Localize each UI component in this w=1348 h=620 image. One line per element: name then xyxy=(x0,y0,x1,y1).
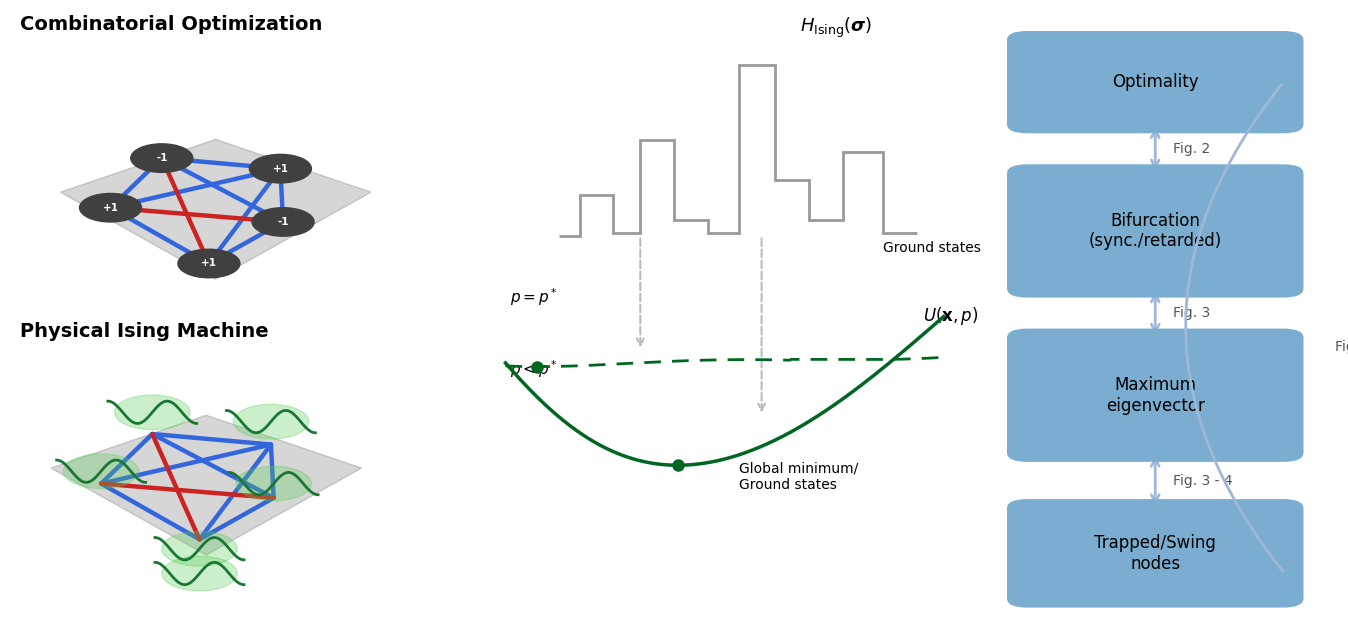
Circle shape xyxy=(162,556,237,591)
Text: -1: -1 xyxy=(156,153,167,163)
Text: $p < p^*$: $p < p^*$ xyxy=(510,358,558,379)
FancyBboxPatch shape xyxy=(1007,499,1304,608)
Text: +1: +1 xyxy=(102,203,119,213)
Text: Physical Ising Machine: Physical Ising Machine xyxy=(20,322,268,342)
Circle shape xyxy=(63,454,139,489)
FancyArrowPatch shape xyxy=(1186,85,1283,572)
Text: $U(\mathbf{x}, p)$: $U(\mathbf{x}, p)$ xyxy=(923,305,979,327)
FancyBboxPatch shape xyxy=(1007,31,1304,133)
Text: Ground states: Ground states xyxy=(883,241,981,255)
Circle shape xyxy=(233,404,309,439)
Text: Trapped/Swing
nodes: Trapped/Swing nodes xyxy=(1095,534,1216,573)
Circle shape xyxy=(115,395,190,430)
Text: Optimality: Optimality xyxy=(1112,73,1198,91)
FancyBboxPatch shape xyxy=(1007,164,1304,298)
Text: Fig. 3: Fig. 3 xyxy=(1173,306,1211,320)
Text: Global minimum/
Ground states: Global minimum/ Ground states xyxy=(739,462,857,492)
Polygon shape xyxy=(51,415,361,555)
Circle shape xyxy=(131,144,193,172)
Text: $H_{\mathrm{Ising}}(\boldsymbol{\sigma})$: $H_{\mathrm{Ising}}(\boldsymbol{\sigma})… xyxy=(799,16,872,40)
Text: Combinatorial Optimization: Combinatorial Optimization xyxy=(20,16,322,35)
Text: +1: +1 xyxy=(201,259,217,268)
Text: Fig. 2: Fig. 2 xyxy=(1173,142,1211,156)
Circle shape xyxy=(162,531,237,566)
Text: Bifurcation
(sync./retarded): Bifurcation (sync./retarded) xyxy=(1089,211,1221,250)
Circle shape xyxy=(252,208,314,236)
Circle shape xyxy=(178,249,240,278)
Circle shape xyxy=(80,193,142,222)
Text: Fig. 3 - 4: Fig. 3 - 4 xyxy=(1173,474,1232,487)
Text: -1: -1 xyxy=(278,217,288,227)
Text: Fig. 4 - 5: Fig. 4 - 5 xyxy=(1335,340,1348,354)
Text: $p = p^*$: $p = p^*$ xyxy=(510,286,558,308)
Text: Maximum
eigenvector: Maximum eigenvector xyxy=(1105,376,1205,415)
Polygon shape xyxy=(61,140,371,279)
FancyBboxPatch shape xyxy=(1007,329,1304,462)
Text: +1: +1 xyxy=(272,164,288,174)
Circle shape xyxy=(236,466,311,501)
Circle shape xyxy=(249,154,311,183)
